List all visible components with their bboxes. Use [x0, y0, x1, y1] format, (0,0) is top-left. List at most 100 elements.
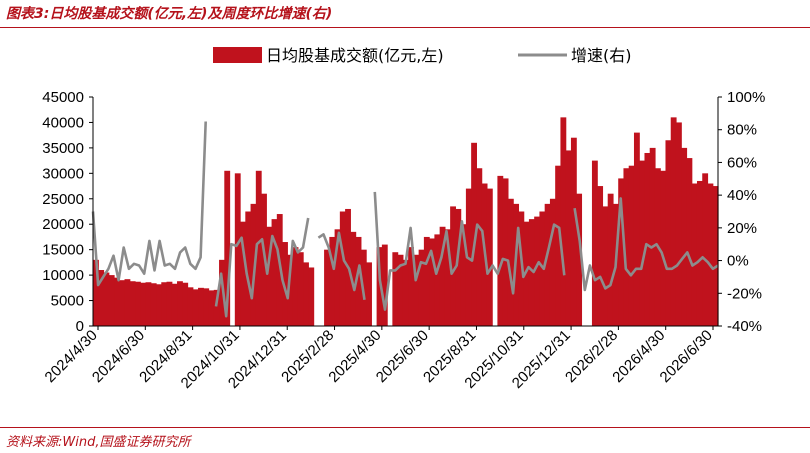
x-tick-label: 2026/6/30 — [657, 327, 716, 386]
bar-63 — [423, 236, 430, 326]
bar-12 — [156, 284, 162, 326]
bar-11 — [150, 283, 157, 326]
bar-22 — [208, 290, 215, 326]
y-left-tick-label: 30000 — [42, 165, 84, 182]
bar-8 — [135, 281, 141, 326]
bar-111 — [675, 122, 682, 326]
bar-21 — [203, 288, 210, 326]
bar-38 — [292, 247, 299, 326]
bar-28 — [240, 221, 246, 326]
bar-66 — [439, 226, 446, 326]
bar-19 — [192, 289, 199, 326]
bar-88 — [555, 165, 562, 326]
bar-46 — [334, 229, 341, 326]
bar-5 — [119, 280, 126, 326]
bar-13 — [161, 282, 168, 326]
y-left-tick-label: 20000 — [42, 216, 84, 233]
bar-47 — [339, 211, 346, 326]
y-right-tick-label: -40% — [727, 318, 762, 335]
bar-37 — [287, 254, 294, 326]
bar-118 — [712, 186, 719, 326]
bar-29 — [245, 211, 252, 326]
bar-0 — [93, 259, 99, 326]
bar-104 — [639, 160, 646, 326]
bar-64 — [429, 238, 435, 326]
y-right-tick-label: 100% — [727, 89, 765, 106]
bar-17 — [182, 282, 189, 326]
growth-line-segment-0 — [91, 121, 207, 287]
bar-112 — [681, 147, 688, 326]
bar-103 — [633, 132, 640, 326]
y-left-tick-label: 5000 — [51, 293, 84, 310]
bar-91 — [570, 137, 577, 326]
bar-60 — [408, 247, 414, 326]
bar-92 — [576, 193, 583, 326]
growth-line-segment-1 — [214, 217, 310, 318]
y-left-tick-label: 15000 — [42, 242, 84, 259]
bar-52 — [366, 262, 372, 326]
bar-34 — [271, 219, 278, 326]
bar-73 — [476, 168, 483, 326]
bar-84 — [534, 216, 541, 326]
bar-102 — [628, 165, 635, 326]
bar-1 — [98, 270, 105, 326]
bar-18 — [187, 287, 194, 326]
bar-41 — [308, 267, 315, 326]
bar-54 — [376, 247, 383, 326]
bar-49 — [350, 231, 357, 326]
y-right-tick-label: 60% — [727, 154, 757, 171]
bar-96 — [597, 186, 604, 326]
bar-78 — [502, 178, 509, 326]
bar-109 — [665, 140, 672, 326]
bar-10 — [145, 282, 152, 326]
y-left-tick-label: 25000 — [42, 191, 84, 208]
legend-bar-swatch — [213, 47, 262, 63]
bar-55 — [381, 244, 388, 326]
bar-115 — [696, 180, 703, 326]
bar-25 — [224, 170, 231, 326]
y-left-tick-label: 0 — [76, 318, 84, 335]
bar-24 — [219, 259, 225, 326]
bar-65 — [434, 234, 441, 326]
y-right-tick-label: 80% — [727, 122, 757, 139]
y-right-tick-label: -20% — [727, 285, 762, 302]
bar-97 — [602, 206, 609, 326]
bar-61 — [413, 254, 420, 326]
bar-75 — [486, 188, 493, 326]
bar-68 — [450, 206, 456, 326]
growth-line-segment-2 — [317, 231, 366, 300]
bar-59 — [402, 259, 409, 326]
bar-83 — [528, 219, 535, 326]
bar-105 — [644, 152, 651, 326]
bar-39 — [297, 252, 304, 326]
legend-line-label: 增速(右) — [571, 46, 632, 65]
bar-98 — [607, 193, 614, 326]
bar-57 — [392, 252, 399, 326]
bar-117 — [707, 183, 714, 326]
bar-82 — [523, 221, 530, 326]
bar-69 — [455, 208, 462, 326]
bar-40 — [303, 262, 309, 326]
bar-36 — [282, 242, 288, 326]
bar-20 — [198, 287, 204, 326]
bar-4 — [114, 277, 120, 326]
bar-67 — [444, 229, 451, 326]
growth-line-segment-4 — [573, 197, 719, 292]
bar-113 — [686, 158, 693, 326]
bar-3 — [108, 275, 115, 326]
y-right-tick-label: 40% — [727, 187, 757, 204]
bar-14 — [166, 281, 173, 326]
bar-62 — [418, 249, 425, 326]
bar-101 — [623, 168, 630, 326]
bar-108 — [660, 170, 667, 326]
bar-2 — [103, 272, 110, 326]
bar-100 — [618, 178, 625, 326]
source-note: 资料来源:Wind,国盛证券研究所 — [6, 435, 191, 450]
legend-bar-label: 日均股基成交额(亿元,左) — [266, 46, 444, 65]
y-left-tick-label: 35000 — [42, 140, 84, 157]
bar-23 — [213, 289, 220, 326]
bar-44 — [324, 249, 330, 326]
bar-7 — [129, 281, 136, 326]
bar-95 — [591, 160, 598, 326]
growth-line-segment-3 — [373, 191, 566, 311]
